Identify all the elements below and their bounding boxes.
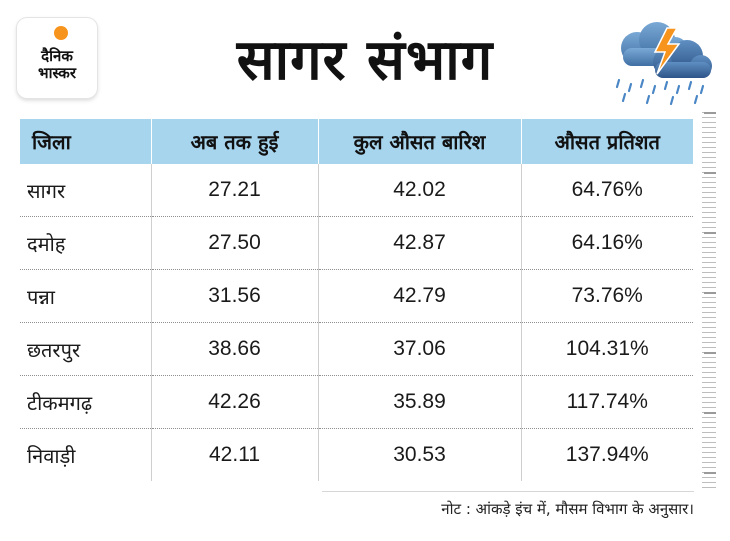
cell-total-average: 42.02 — [317, 164, 521, 217]
cell-total-average: 30.53 — [317, 428, 521, 481]
cell-district: छतरपुर — [20, 322, 151, 376]
cell-rain-so-far: 42.26 — [150, 375, 318, 429]
cell-percent: 64.76% — [520, 164, 693, 217]
cell-total-average: 37.06 — [317, 322, 521, 376]
storm-cloud-rain-icon — [615, 22, 712, 106]
cell-district: टीकमगढ़ — [20, 375, 151, 429]
cell-percent: 117.74% — [520, 375, 693, 429]
cell-rain-so-far: 27.21 — [150, 164, 318, 217]
ruler-decoration — [702, 112, 716, 492]
rainfall-table: जिला अब तक हुई कुल औसत बारिश औसत प्रतिशत… — [20, 119, 693, 481]
note-divider — [322, 491, 694, 492]
table-row: छतरपुर 38.66 37.06 104.31% — [20, 322, 693, 376]
table-header-row: जिला अब तक हुई कुल औसत बारिश औसत प्रतिशत — [20, 119, 693, 164]
cell-total-average: 42.87 — [317, 216, 521, 270]
sun-dot-icon — [54, 26, 68, 40]
cell-percent: 73.76% — [520, 269, 693, 323]
header-district: जिला — [20, 119, 151, 164]
table-row: सागर 27.21 42.02 64.76% — [20, 164, 693, 217]
cell-district: निवाड़ी — [27, 443, 76, 468]
cell-rain-so-far: 38.66 — [150, 322, 318, 376]
table-row: टीकमगढ़ 42.26 35.89 117.74% — [20, 375, 693, 429]
cell-percent: 104.31% — [520, 322, 693, 376]
header-average-percent: औसत प्रतिशत — [520, 119, 693, 164]
cell-rain-so-far: 42.11 — [150, 428, 318, 481]
cell-total-average: 35.89 — [317, 375, 521, 429]
cell-district: सागर — [20, 164, 151, 217]
cell-total-average: 42.79 — [317, 269, 521, 323]
page-title: सागर संभाग — [236, 28, 494, 93]
header-total-average-rain: कुल औसत बारिश — [317, 119, 521, 164]
cell-percent: 64.16% — [520, 216, 693, 270]
table-row: दमोह 27.50 42.87 64.16% — [20, 216, 693, 270]
cell-percent: 137.94% — [520, 428, 693, 481]
cell-district: दमोह — [20, 216, 151, 270]
brand-logo-text: दैनिक भास्कर — [38, 47, 76, 82]
footnote: नोट : आंकड़े इंच में, मौसम विभाग के अनुस… — [441, 500, 694, 518]
cell-district: पन्ना — [20, 269, 151, 323]
table-row: निवाड़ी 42.11 30.53 137.94% — [20, 428, 693, 481]
header-rain-so-far: अब तक हुई — [150, 119, 318, 164]
brand-logo: दैनिक भास्कर — [17, 18, 97, 98]
cell-rain-so-far: 27.50 — [150, 216, 318, 270]
table-row: पन्ना 31.56 42.79 73.76% — [20, 269, 693, 323]
cell-rain-so-far: 31.56 — [150, 269, 318, 323]
